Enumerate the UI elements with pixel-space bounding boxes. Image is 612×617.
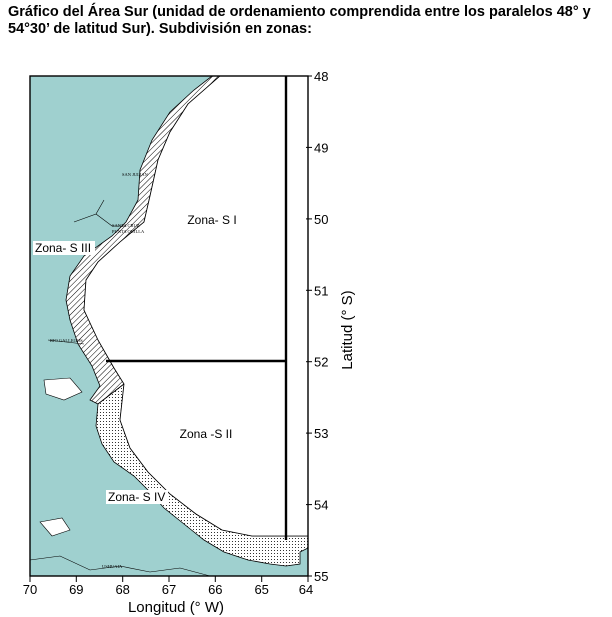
- y-tick-label: 51: [314, 283, 328, 298]
- x-tick-label: 67: [162, 582, 176, 597]
- place-label: RIO GALLEGOS: [50, 338, 83, 343]
- zone-s-i-label: Zona- S I: [187, 213, 236, 227]
- y-tick-label: 52: [314, 355, 328, 370]
- river-shape: [73, 199, 126, 227]
- y-tick-label: 55: [314, 569, 328, 584]
- y-axis-label: Latitud (° S): [339, 290, 356, 369]
- y-tick-label: 54: [314, 498, 328, 513]
- place-label: SANTA CRUZ: [112, 223, 140, 228]
- y-tick-label: 48: [314, 69, 328, 84]
- island-shape-2: [39, 517, 71, 537]
- zone-s-ii-label: Zona -S II: [180, 427, 233, 441]
- zone-s-iii-label-bg: [33, 241, 95, 255]
- y-tick-label: 49: [314, 140, 328, 155]
- x-tick-label: 68: [115, 582, 129, 597]
- sea-area: [83, 75, 309, 537]
- zone-s-iv-label: Zona- S IV: [108, 490, 165, 504]
- place-label: SAN JULIAN: [122, 172, 149, 177]
- x-axis: 70 69 68 67 66 65 64: [23, 576, 313, 597]
- x-axis-label: Longitud (° W): [128, 599, 224, 616]
- coast-fjords: [29, 555, 211, 577]
- page-title: Gráfico del Área Sur (unidad de ordenami…: [8, 4, 591, 37]
- x-tick-label: 69: [69, 582, 83, 597]
- zone-s-iv-label-bg: [106, 490, 168, 504]
- river-shape-2: [47, 339, 85, 345]
- island-shape: [43, 377, 83, 401]
- zone-s-iii-label: Zona- S III: [35, 241, 91, 255]
- place-label: PUNTA QUILLA: [112, 229, 145, 234]
- y-tick-label: 53: [314, 426, 328, 441]
- x-tick-label: 70: [23, 582, 37, 597]
- x-tick-label: 65: [254, 582, 268, 597]
- place-label: USHUAIA: [102, 564, 123, 569]
- x-tick-label: 64: [299, 582, 313, 597]
- y-tick-label: 50: [314, 212, 328, 227]
- x-tick-label: 66: [208, 582, 222, 597]
- y-axis: 48 49 50 51 52 53 54 55: [306, 69, 328, 584]
